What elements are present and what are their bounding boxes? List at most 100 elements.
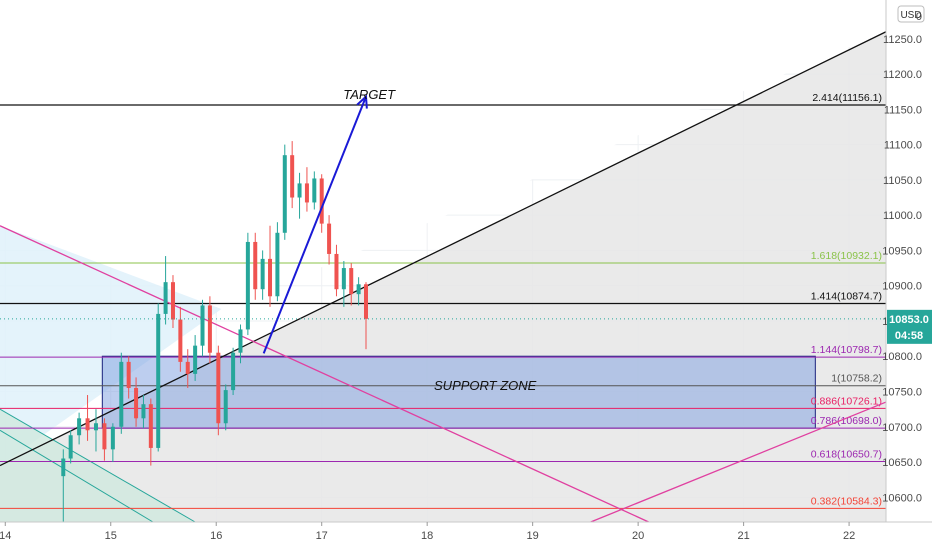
x-tick-label: 21 <box>737 530 749 542</box>
candle-body <box>102 423 107 450</box>
candle-body <box>341 268 346 290</box>
x-tick-label: 15 <box>105 530 117 542</box>
candle-body <box>134 387 139 419</box>
candle-body <box>268 258 273 297</box>
fib-level-label: 1.144(10798.7) <box>811 344 882 356</box>
fib-levels: 2.414(11156.1) 1.618(10932.1) 1.414(10874.… <box>0 92 886 509</box>
upper-shade <box>0 0 886 309</box>
candle-body <box>126 361 131 388</box>
candle-body <box>334 253 339 290</box>
y-tick-label: 11150.0 <box>884 104 922 116</box>
candle-body <box>231 352 236 391</box>
support-zone-box[interactable] <box>101 355 816 429</box>
last-price-box <box>887 309 932 344</box>
projection-arrow[interactable] <box>262 94 368 354</box>
candle-body <box>148 404 153 448</box>
candle-body <box>178 319 183 362</box>
chart-annotations: TARGET SUPPORT ZONE <box>343 87 536 393</box>
trendline-lower-rising[interactable] <box>590 401 887 523</box>
y-tick-label: 10600.0 <box>882 492 922 504</box>
fib-level-label: 0.382(10584.3) <box>811 495 882 507</box>
candle-body <box>327 223 332 254</box>
last-price-value: 10853.0 <box>889 314 929 326</box>
candle-body <box>193 345 198 374</box>
target-label: TARGET <box>343 87 396 102</box>
trendline-falling[interactable] <box>0 225 649 523</box>
candle-body <box>163 282 168 314</box>
fib-level-label: 1(10758.2) <box>831 373 882 385</box>
y-tick-label: 11250.0 <box>883 34 922 46</box>
candle-body <box>253 241 258 290</box>
candle-body <box>282 155 287 233</box>
trendline-rising[interactable] <box>0 31 887 467</box>
candle-body <box>297 183 302 198</box>
support-zone-label: SUPPORT ZONE <box>434 378 537 393</box>
y-tick-label: 11050.0 <box>883 175 922 187</box>
candle-body <box>185 361 190 374</box>
y-tick-label: 11200.0 <box>883 69 922 81</box>
y-tick-label: 10950.0 <box>882 245 922 257</box>
x-tick-label: 18 <box>421 530 433 542</box>
fib-level-label: 0.618(10650.7) <box>811 449 882 461</box>
candle-body <box>223 390 228 424</box>
y-tick-label: 11100.0 <box>884 140 922 152</box>
candle-body <box>304 183 309 203</box>
candle-body <box>238 329 243 353</box>
candles <box>61 141 369 526</box>
candle-body <box>200 305 205 346</box>
fib-level-label: 1.618(10932.1) <box>811 250 882 262</box>
x-tick-label: 20 <box>632 530 644 542</box>
candle-body <box>275 232 280 297</box>
x-tick-label: 16 <box>210 530 222 542</box>
x-tick-label: 17 <box>316 530 328 542</box>
currency-badge[interactable]: USD <box>897 5 925 23</box>
teal-line <box>0 429 154 523</box>
y-tick-label: 11000.0 <box>883 210 922 222</box>
candle-body <box>61 458 66 477</box>
y-tick-label: 10750.0 <box>882 387 922 399</box>
trendlines[interactable] <box>0 31 887 523</box>
fib-level-label: 1.414(10874.7) <box>811 291 882 303</box>
candle-body <box>141 404 146 419</box>
candle-body <box>245 241 250 330</box>
pattern-shades <box>0 0 886 523</box>
candle-body <box>216 352 221 424</box>
x-tick-label: 22 <box>843 530 855 542</box>
candle-body <box>349 268 354 295</box>
channel-shade <box>0 225 222 466</box>
candle-body <box>260 258 265 290</box>
candle-body <box>312 178 317 203</box>
time-axis-panel[interactable] <box>0 522 932 550</box>
candle-body <box>356 284 361 295</box>
fib-level-label: 2.414(11156.1) <box>812 92 882 104</box>
candle-body <box>68 435 73 459</box>
candle-body <box>93 423 98 431</box>
candle-body <box>170 282 175 320</box>
candle-body <box>119 361 124 427</box>
support-zone[interactable] <box>101 355 816 429</box>
candle-body <box>110 426 115 450</box>
y-tick-label: 10650.0 <box>882 457 922 469</box>
arrow-shaft[interactable] <box>262 96 367 354</box>
x-tick-label: 19 <box>527 530 539 542</box>
top-tick-label: 0 <box>916 11 922 23</box>
price-axis-panel[interactable] <box>886 0 932 522</box>
y-tick-label: 10900.0 <box>882 281 922 293</box>
candle-body <box>77 418 82 436</box>
y-tick-label: 10700.0 <box>882 422 922 434</box>
last-price-tag: 10853.0 04:58 <box>0 309 932 344</box>
arrow-head[interactable] <box>356 94 368 109</box>
y-tick-label: 10800.0 <box>882 351 922 363</box>
time-axis-ticks: 14 15 16 17 18 19 20 21 22 <box>0 522 855 542</box>
candle-body <box>156 313 161 448</box>
candle-body <box>319 178 324 224</box>
fib-level-label: 0.786(10698.0) <box>811 415 882 427</box>
bar-countdown: 04:58 <box>895 330 923 342</box>
candle-body <box>85 418 90 431</box>
candle-body <box>290 155 295 198</box>
candle-body <box>364 284 369 319</box>
currency-label: USD <box>900 10 921 21</box>
fib-level-label: 0.886(10726.1) <box>811 395 882 407</box>
x-tick-label: 14 <box>0 530 11 542</box>
